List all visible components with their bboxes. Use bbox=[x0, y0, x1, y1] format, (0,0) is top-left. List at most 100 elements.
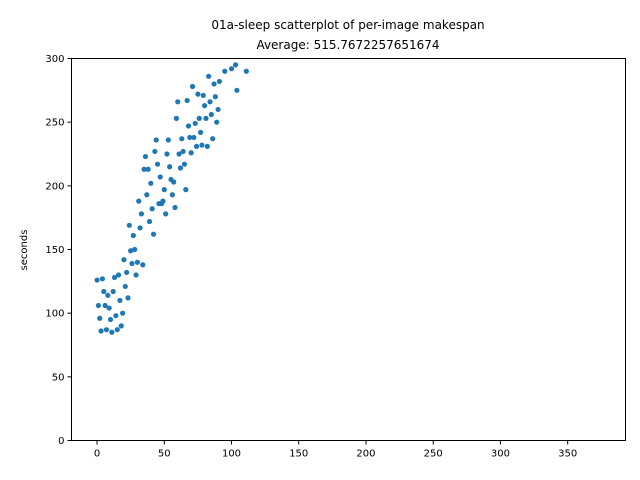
scatter-point bbox=[153, 137, 159, 143]
scatter-point bbox=[160, 198, 166, 204]
scatter-point bbox=[133, 272, 139, 278]
y-axis-label: seconds bbox=[19, 230, 30, 271]
scatter-point bbox=[177, 165, 184, 171]
scatter-point bbox=[95, 302, 101, 309]
scatter-point bbox=[102, 302, 108, 309]
scatter-point bbox=[125, 295, 131, 301]
scatter-point bbox=[208, 111, 214, 118]
scatter-point bbox=[94, 277, 100, 283]
y-tick-label: 150 bbox=[45, 245, 64, 256]
data-points bbox=[94, 62, 249, 335]
scatter-point bbox=[187, 134, 193, 141]
scatter-point bbox=[207, 99, 213, 105]
scatter-point bbox=[121, 257, 127, 263]
scatter-point bbox=[169, 192, 175, 198]
scatter-point bbox=[146, 218, 153, 225]
x-tick-label: 150 bbox=[289, 449, 308, 460]
scatter-point bbox=[215, 106, 221, 113]
scatter-point bbox=[167, 164, 173, 170]
y-tick-label: 300 bbox=[45, 54, 64, 65]
y-tick-label: 50 bbox=[52, 372, 65, 383]
scatter-point bbox=[176, 151, 182, 157]
scatter-point bbox=[144, 192, 150, 198]
scatter-point bbox=[134, 259, 140, 265]
scatter-point bbox=[172, 204, 178, 211]
scatter-point bbox=[114, 327, 120, 333]
scatter-point bbox=[138, 211, 145, 217]
scatter-point bbox=[154, 161, 161, 167]
y-tick-label: 250 bbox=[45, 118, 64, 129]
scatter-point bbox=[243, 68, 249, 74]
x-tick-label: 100 bbox=[222, 449, 241, 460]
scatter-point bbox=[222, 68, 228, 74]
chart-subtitle: Average: 515.7672257651674 bbox=[256, 38, 439, 52]
scatter-point bbox=[189, 83, 196, 90]
scatter-point bbox=[152, 148, 158, 155]
scatter-point bbox=[148, 180, 154, 186]
scatter-point bbox=[195, 91, 201, 97]
scatter-point bbox=[175, 99, 181, 105]
scatter-point bbox=[163, 211, 169, 217]
scatter-point bbox=[111, 274, 118, 281]
x-tick-label: 50 bbox=[158, 449, 171, 460]
scatter-point bbox=[202, 103, 208, 109]
scatter-point bbox=[115, 272, 122, 278]
scatter-point bbox=[181, 161, 188, 167]
scatter-point bbox=[110, 288, 116, 295]
scatter-point bbox=[234, 87, 240, 93]
scatter-point bbox=[203, 115, 209, 121]
x-axis-ticks: 0 50 100 150 200 250 300 350 bbox=[94, 440, 577, 460]
scatter-point bbox=[118, 323, 124, 329]
scatter-point bbox=[173, 115, 179, 121]
scatter-point bbox=[206, 73, 212, 79]
y-tick-label: 0 bbox=[58, 436, 64, 447]
scatter-point bbox=[101, 288, 107, 295]
scatter-point bbox=[211, 81, 217, 87]
scatter-point bbox=[142, 153, 149, 160]
y-tick-label: 100 bbox=[45, 309, 64, 320]
scatter-point bbox=[210, 136, 216, 142]
scatter-point bbox=[199, 142, 205, 148]
scatter-point bbox=[137, 225, 143, 231]
scatter-point bbox=[105, 292, 111, 298]
scatter-point bbox=[130, 232, 136, 239]
scatter-point bbox=[228, 66, 235, 72]
scatter-point bbox=[197, 129, 204, 135]
scatter-point bbox=[164, 151, 170, 157]
x-tick-label: 0 bbox=[94, 449, 100, 460]
scatter-point bbox=[149, 206, 155, 212]
scatter-point bbox=[200, 92, 206, 99]
scatter-point bbox=[180, 148, 186, 155]
scatter-point bbox=[193, 143, 200, 149]
plot-area-frame bbox=[71, 58, 626, 441]
scatter-point bbox=[145, 166, 151, 172]
y-tick-label: 200 bbox=[45, 181, 64, 192]
scatter-point bbox=[183, 187, 189, 193]
scatter-point bbox=[106, 305, 112, 311]
x-tick-label: 300 bbox=[491, 449, 510, 460]
x-tick-label: 200 bbox=[356, 449, 375, 460]
chart-title: 01a-sleep scatterplot of per-image makes… bbox=[211, 18, 484, 32]
scatter-point bbox=[117, 297, 123, 304]
scatter-point bbox=[97, 315, 103, 321]
scatter-point bbox=[122, 283, 128, 290]
scatter-point bbox=[232, 62, 239, 68]
scatter-point bbox=[165, 137, 171, 143]
scatter-point bbox=[124, 269, 130, 276]
scatter-point bbox=[136, 198, 142, 204]
scatter-point bbox=[99, 276, 106, 282]
scatter-point bbox=[204, 143, 210, 149]
scatter-point bbox=[212, 94, 218, 100]
y-axis-ticks: 0 50 100 150 200 250 300 bbox=[45, 54, 72, 447]
scatter-point bbox=[216, 78, 223, 85]
scatter-point bbox=[109, 329, 115, 335]
scatter-point bbox=[179, 136, 185, 142]
scatter-point bbox=[150, 231, 157, 237]
scatter-point bbox=[107, 316, 114, 323]
scatter-point bbox=[184, 97, 190, 104]
scatter-point bbox=[126, 222, 132, 228]
scatter-point bbox=[185, 123, 192, 129]
scatter-point bbox=[140, 262, 146, 268]
